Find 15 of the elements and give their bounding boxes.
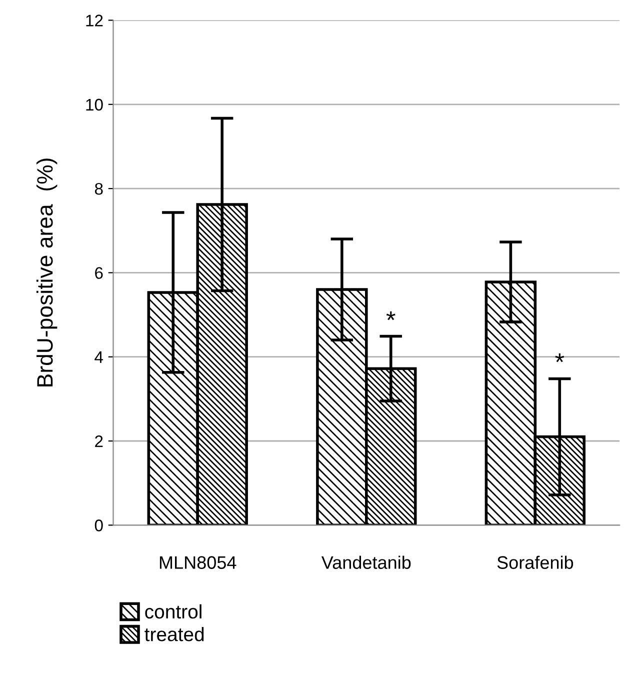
- y-tick-label: 12: [86, 14, 103, 26]
- y-tick-label: 10: [86, 98, 103, 111]
- y-tick-label: 2: [95, 435, 103, 448]
- legend-label: control: [145, 604, 202, 619]
- x-tick-label: Vandetanib: [321, 556, 411, 569]
- y-tick-label: 8: [94, 182, 103, 195]
- x-tick-label: Sorafenib: [497, 556, 574, 569]
- annotation: *: [386, 311, 396, 320]
- legend-label: treated: [144, 627, 204, 642]
- y-tick-label: 6: [95, 267, 103, 279]
- annotation: *: [555, 353, 564, 362]
- x-tick-label: MLN8054: [160, 556, 236, 569]
- y-axis-title: BrdU-positive area (%): [36, 158, 58, 386]
- y-tick-label: 4: [94, 351, 104, 363]
- y-tick-label: 0: [94, 520, 103, 532]
